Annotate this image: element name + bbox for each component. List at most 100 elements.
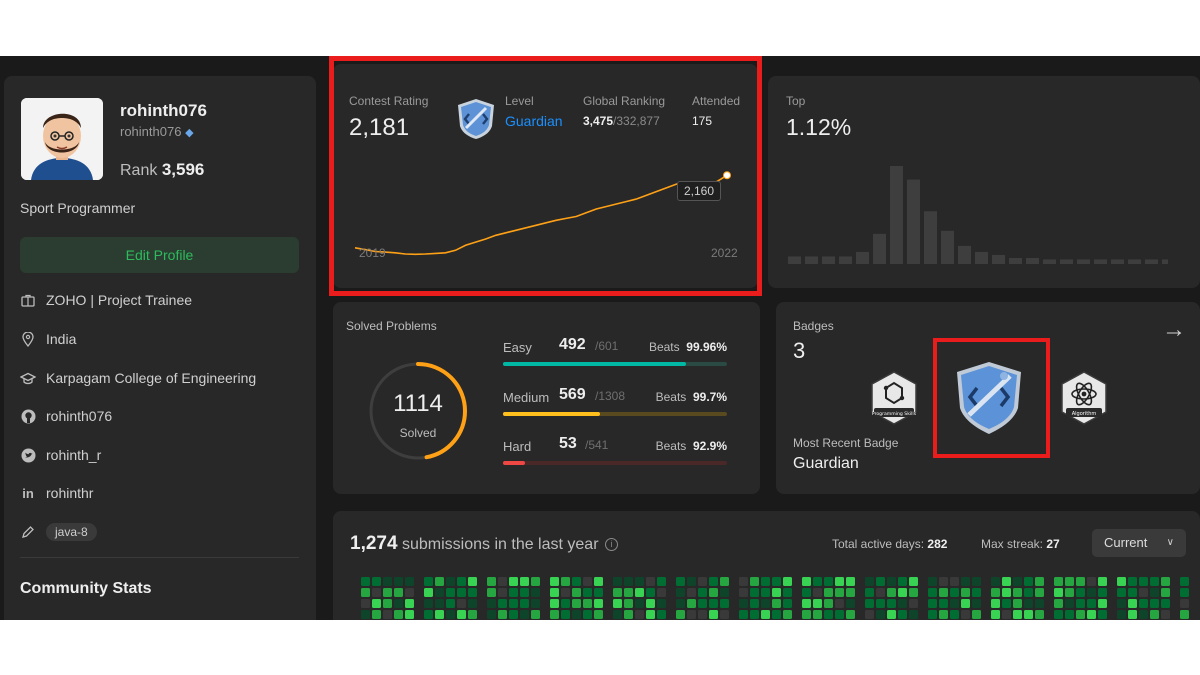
heatmap-cell[interactable]	[835, 577, 844, 586]
heatmap-cell[interactable]	[457, 577, 466, 586]
twitter-row[interactable]: rohinth_r	[20, 445, 101, 465]
heatmap-cell[interactable]	[1180, 610, 1189, 619]
heatmap-cell[interactable]	[950, 577, 959, 586]
heatmap-cell[interactable]	[635, 599, 644, 608]
heatmap-cell[interactable]	[720, 599, 729, 608]
heatmap-cell[interactable]	[520, 577, 529, 586]
heatmap-cell[interactable]	[624, 588, 633, 597]
edit-profile-button[interactable]: Edit Profile	[20, 237, 299, 273]
heatmap-cell[interactable]	[383, 610, 392, 619]
heatmap-cell[interactable]	[624, 610, 633, 619]
heatmap-cell[interactable]	[846, 610, 855, 619]
heatmap-cell[interactable]	[594, 610, 603, 619]
heatmap-cell[interactable]	[487, 588, 496, 597]
heatmap-cell[interactable]	[1035, 610, 1044, 619]
heatmap-cell[interactable]	[572, 599, 581, 608]
heatmap-cell[interactable]	[1002, 599, 1011, 608]
heatmap-cell[interactable]	[991, 577, 1000, 586]
heatmap-cell[interactable]	[498, 577, 507, 586]
submission-heatmap[interactable]	[361, 577, 1191, 620]
heatmap-cell[interactable]	[594, 577, 603, 586]
heatmap-cell[interactable]	[372, 610, 381, 619]
heatmap-cell[interactable]	[509, 610, 518, 619]
heatmap-cell[interactable]	[583, 610, 592, 619]
heatmap-cell[interactable]	[950, 610, 959, 619]
heatmap-cell[interactable]	[361, 588, 370, 597]
heatmap-cell[interactable]	[1098, 610, 1107, 619]
heatmap-cell[interactable]	[720, 610, 729, 619]
heatmap-cell[interactable]	[561, 599, 570, 608]
algorithm-badge-icon[interactable]: Algorithm	[1058, 370, 1110, 426]
heatmap-cell[interactable]	[498, 588, 507, 597]
heatmap-cell[interactable]	[865, 610, 874, 619]
heatmap-cell[interactable]	[676, 610, 685, 619]
heatmap-cell[interactable]	[783, 577, 792, 586]
heatmap-cell[interactable]	[709, 599, 718, 608]
heatmap-cell[interactable]	[594, 588, 603, 597]
heatmap-cell[interactable]	[372, 599, 381, 608]
heatmap-cell[interactable]	[824, 610, 833, 619]
heatmap-cell[interactable]	[1054, 577, 1063, 586]
heatmap-cell[interactable]	[772, 577, 781, 586]
heatmap-cell[interactable]	[750, 588, 759, 597]
heatmap-cell[interactable]	[646, 588, 655, 597]
heatmap-cell[interactable]	[394, 577, 403, 586]
heatmap-cell[interactable]	[761, 599, 770, 608]
heatmap-cell[interactable]	[909, 599, 918, 608]
heatmap-cell[interactable]	[405, 588, 414, 597]
heatmap-cell[interactable]	[813, 577, 822, 586]
heatmap-cell[interactable]	[824, 588, 833, 597]
heatmap-cell[interactable]	[446, 588, 455, 597]
heatmap-cell[interactable]	[813, 588, 822, 597]
heatmap-cell[interactable]	[487, 577, 496, 586]
heatmap-cell[interactable]	[739, 588, 748, 597]
heatmap-cell[interactable]	[1076, 599, 1085, 608]
heatmap-cell[interactable]	[635, 588, 644, 597]
heatmap-cell[interactable]	[1098, 577, 1107, 586]
heatmap-cell[interactable]	[1087, 599, 1096, 608]
heatmap-cell[interactable]	[865, 588, 874, 597]
heatmap-cell[interactable]	[1065, 588, 1074, 597]
heatmap-cell[interactable]	[531, 610, 540, 619]
heatmap-cell[interactable]	[876, 588, 885, 597]
heatmap-cell[interactable]	[898, 588, 907, 597]
heatmap-cell[interactable]	[846, 577, 855, 586]
heatmap-cell[interactable]	[561, 610, 570, 619]
heatmap-cell[interactable]	[1117, 610, 1126, 619]
heatmap-cell[interactable]	[646, 577, 655, 586]
heatmap-cell[interactable]	[939, 610, 948, 619]
avatar[interactable]	[21, 98, 103, 180]
heatmap-cell[interactable]	[698, 599, 707, 608]
heatmap-cell[interactable]	[1024, 588, 1033, 597]
heatmap-cell[interactable]	[657, 599, 666, 608]
heatmap-cell[interactable]	[972, 599, 981, 608]
heatmap-cell[interactable]	[802, 577, 811, 586]
heatmap-cell[interactable]	[572, 588, 581, 597]
heatmap-cell[interactable]	[698, 610, 707, 619]
heatmap-cell[interactable]	[698, 588, 707, 597]
heatmap-cell[interactable]	[520, 599, 529, 608]
heatmap-cell[interactable]	[1024, 599, 1033, 608]
heatmap-cell[interactable]	[687, 599, 696, 608]
heatmap-cell[interactable]	[761, 610, 770, 619]
heatmap-cell[interactable]	[361, 610, 370, 619]
heatmap-cell[interactable]	[457, 610, 466, 619]
heatmap-cell[interactable]	[1076, 588, 1085, 597]
github-text[interactable]: rohinth076	[46, 408, 113, 424]
heatmap-cell[interactable]	[1180, 599, 1189, 608]
heatmap-cell[interactable]	[939, 599, 948, 608]
heatmap-cell[interactable]	[646, 599, 655, 608]
period-select[interactable]: Current ∨	[1092, 529, 1186, 557]
heatmap-cell[interactable]	[835, 588, 844, 597]
heatmap-cell[interactable]	[1150, 599, 1159, 608]
heatmap-cell[interactable]	[1024, 577, 1033, 586]
heatmap-cell[interactable]	[824, 599, 833, 608]
heatmap-cell[interactable]	[383, 588, 392, 597]
heatmap-cell[interactable]	[739, 577, 748, 586]
heatmap-cell[interactable]	[824, 577, 833, 586]
heatmap-cell[interactable]	[1024, 610, 1033, 619]
heatmap-cell[interactable]	[720, 588, 729, 597]
heatmap-cell[interactable]	[1139, 577, 1148, 586]
heatmap-cell[interactable]	[624, 599, 633, 608]
heatmap-cell[interactable]	[1013, 599, 1022, 608]
